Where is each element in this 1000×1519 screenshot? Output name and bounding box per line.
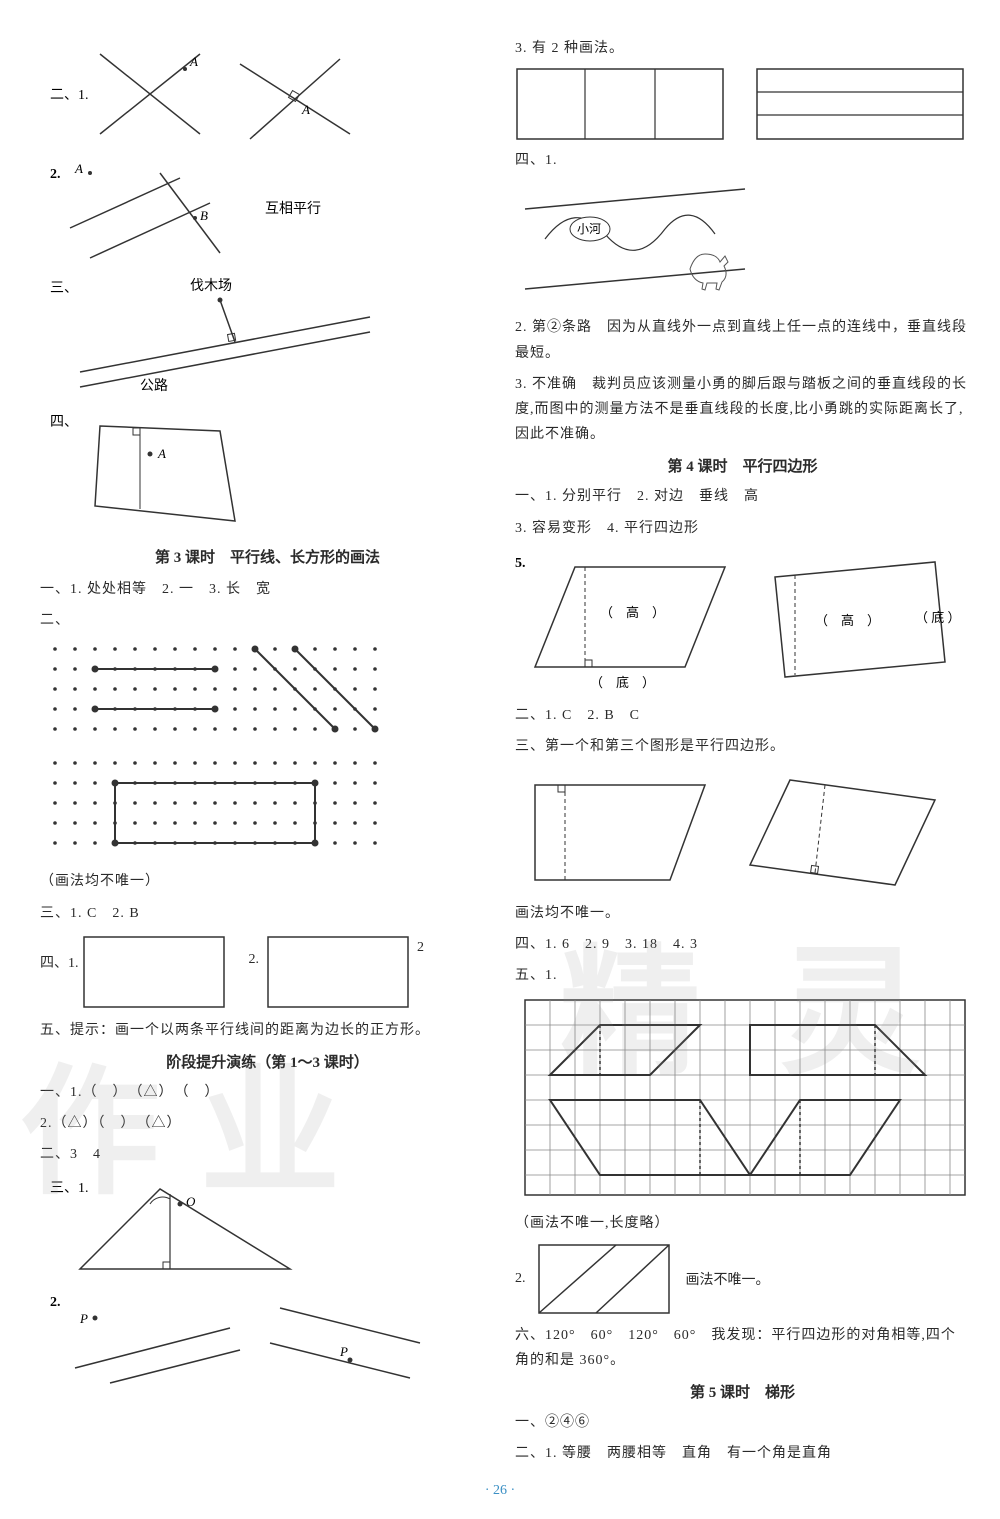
r-l2: 2. 第②条路 因为从直线外一点到直线上任一点的连线中，垂直线段最短。 [515, 315, 970, 365]
fig-4-rects: 四、1. 2. 2 [40, 932, 495, 1012]
svg-text:A: A [157, 446, 166, 461]
svg-text:A: A [301, 102, 310, 117]
heading-lesson5: 第 5 课时 梯形 [515, 1381, 970, 1402]
svg-text:P: P [339, 1344, 348, 1359]
l4-3-1: 三、第一个和第三个图形是平行四边形。 [515, 734, 970, 759]
heading-stage: 阶段提升演练（第 1～3 课时） [40, 1051, 495, 1072]
svg-text:（ 高 ）: （ 高 ） [815, 613, 880, 628]
fig-river: 小河 [515, 179, 970, 309]
r-3: 3. 有 2 种画法。 [515, 36, 970, 61]
label-4-2r: 2 [417, 940, 424, 956]
l3-2: 二、 [40, 608, 495, 633]
l4-3: 3. 容易变形 4. 平行四边形 [515, 516, 970, 541]
heading-lesson4: 第 4 课时 平行四边形 [515, 455, 970, 476]
l4-4: 四、1. 6 2. 9 3. 18 4. 3 [515, 932, 970, 957]
page-number: · 26 · [0, 1483, 1000, 1519]
heading-lesson3: 第 3 课时 平行线、长方形的画法 [40, 546, 495, 567]
l5-1: 一、②④⑥ [515, 1410, 970, 1435]
svg-text:（ 底 ）: （ 底 ） [590, 675, 655, 690]
l4-note: 画法均不唯一。 [515, 901, 970, 926]
fig-2-1: 二、1. A A [40, 34, 495, 154]
l4-grid-note: （画法不唯一,长度略） [515, 1211, 970, 1236]
l4-1: 一、1. 分别平行 2. 对边 垂线 高 [515, 484, 970, 509]
l3-3: 三、1. C 2. B [40, 901, 495, 926]
l5-2: 二、1. 等腰 两腰相等 直角 有一个角是直角 [515, 1441, 970, 1466]
fig-2-2: 2. A B 互相平行 [40, 158, 495, 268]
fig-grid [515, 995, 970, 1205]
label-5-2: 2. [515, 1271, 526, 1287]
svg-text:（ 高 ）: （ 高 ） [600, 605, 665, 620]
fig-quads-heights [515, 765, 970, 895]
l3-note: （画法均不唯一） [40, 869, 495, 894]
svg-text:O: O [186, 1194, 196, 1209]
svg-text:2.: 2. [50, 167, 61, 182]
fig-two-rects [515, 67, 970, 142]
label-parallel: 互相平行 [265, 201, 321, 217]
svg-text:2.: 2. [50, 1295, 61, 1310]
svg-text:5.: 5. [515, 556, 526, 571]
fig-4-quad: 四、 A [40, 406, 495, 536]
fig-3-road: 三、 伐木场 公路 [40, 272, 495, 402]
l4-2-1: 二、1. C 2. B C [515, 703, 970, 728]
label-4-2: 2. [249, 952, 260, 968]
fig-small-rect: 2. 画法不唯一。 [515, 1242, 970, 1317]
fig-5-parallelograms: 5. （ 高 ） （ 底 ） （ 高 ） （ 底 ） [515, 547, 970, 697]
fig-dotgrid-1 [40, 639, 495, 749]
l4-5-1: 五、1. [515, 963, 970, 988]
svg-text:（ 底 ）: （ 底 ） [915, 610, 961, 625]
svg-text:小河: 小河 [577, 222, 601, 236]
svg-text:二、1.: 二、1. [50, 88, 89, 103]
right-column: 3. 有 2 种画法。 四、1. 小河 [515, 30, 970, 1473]
fig-triangle-O: 三、1. O [40, 1174, 495, 1284]
st-2: 2.（△）（ ） （△） [40, 1111, 495, 1136]
svg-text:四、: 四、 [50, 415, 78, 430]
label-lumber: 伐木场 [190, 278, 232, 294]
page-root: 二、1. A A 2. A [0, 0, 1000, 1483]
label-4-1: 四、1. [40, 952, 79, 972]
r-l3: 3. 不准确 裁判员应该测量小勇的脚后跟与踏板之间的垂直线段的长度,而图中的测量… [515, 372, 970, 448]
l3-1: 一、1. 处处相等 2. 一 3. 长 宽 [40, 577, 495, 602]
l3-5: 五、提示：画一个以两条平行线间的距离为边长的正方形。 [40, 1018, 495, 1043]
svg-text:三、: 三、 [50, 281, 78, 296]
label-5-2-note: 画法不唯一。 [686, 1269, 770, 1289]
svg-text:A: A [74, 161, 83, 176]
fig-P-lines: 2. P P [40, 1288, 495, 1388]
fig-dotgrid-2 [40, 753, 495, 863]
st-1: 一、1.（ ） （△） （ ） [40, 1080, 495, 1105]
r-4-1: 四、1. [515, 148, 970, 173]
svg-text:B: B [200, 208, 208, 223]
label-A1: A [189, 54, 198, 69]
left-column: 二、1. A A 2. A [40, 30, 495, 1473]
label-road: 公路 [140, 378, 168, 394]
svg-text:P: P [79, 1311, 88, 1326]
svg-text:三、1.: 三、1. [50, 1181, 89, 1196]
st-3: 二、3 4 [40, 1142, 495, 1167]
l4-6: 六、120° 60° 120° 60° 我发现：平行四边形的对角相等,四个角的和… [515, 1323, 970, 1373]
